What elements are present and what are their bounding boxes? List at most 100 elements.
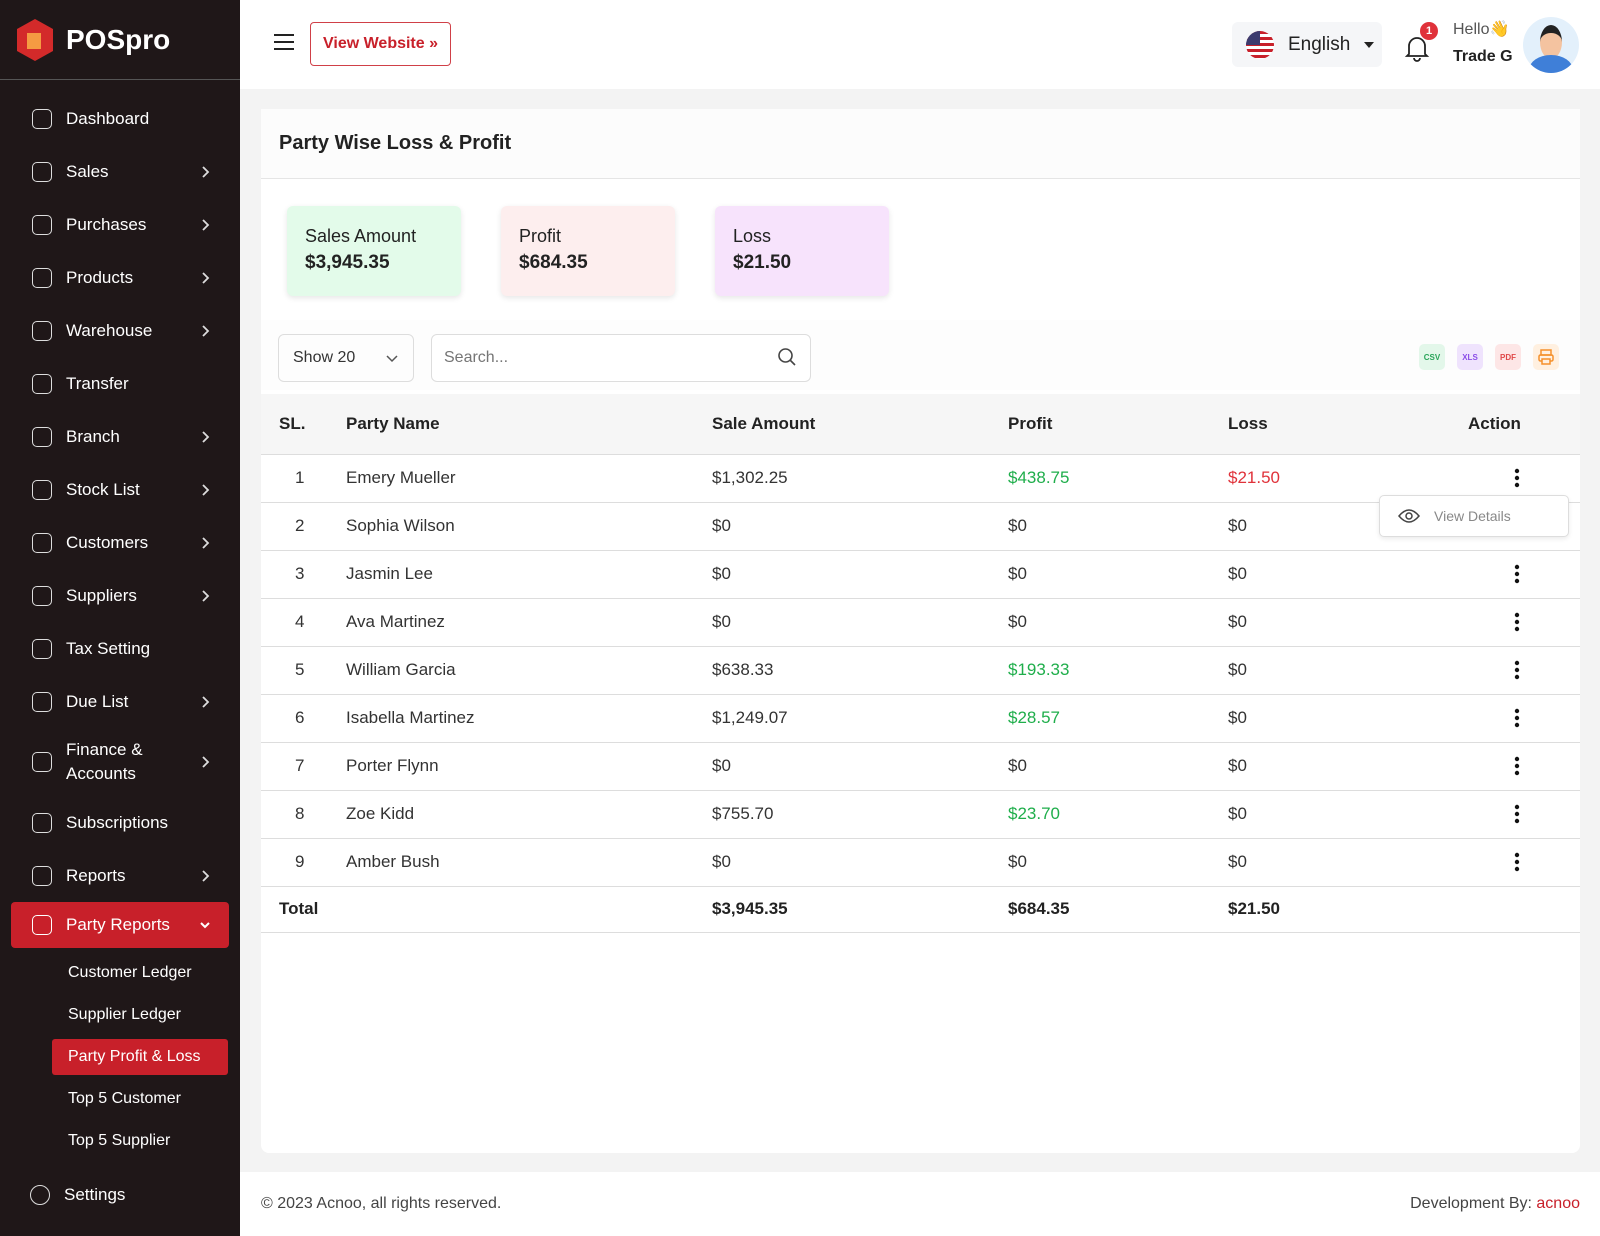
profit: $0	[1008, 838, 1228, 887]
language-select[interactable]: English	[1232, 22, 1382, 67]
profit: $193.33	[1008, 646, 1228, 695]
total-label: Total	[261, 886, 346, 933]
pdf-export-icon[interactable]: PDF	[1495, 344, 1521, 370]
sidebar-item-label: Suppliers	[66, 585, 137, 605]
submenu-customer-ledger[interactable]: Customer Ledger	[68, 964, 192, 981]
sidebar-item-subscriptions[interactable]: Subscriptions	[0, 796, 240, 849]
sale-amount: $1,249.07	[712, 694, 1008, 743]
sidebar-item-reports[interactable]: Reports	[0, 849, 240, 902]
chevron-right-icon	[202, 483, 210, 496]
sidebar-item-label: Products	[66, 267, 134, 287]
more-options-icon[interactable]	[1514, 708, 1520, 728]
table-row: 5 William Garcia $638.33 $193.33 $0	[261, 646, 1580, 695]
submenu-supplier-ledger[interactable]: Supplier Ledger	[68, 1006, 181, 1023]
more-options-icon[interactable]	[1514, 468, 1520, 488]
sidebar-item-warehouse[interactable]: Warehouse	[0, 304, 240, 357]
chevron-right-icon	[202, 430, 210, 443]
sidebar-item-suppliers[interactable]: Suppliers	[0, 569, 240, 622]
party-name: Zoe Kidd	[346, 790, 712, 839]
sidebar-item-finance-accounts[interactable]: Finance & Accounts	[0, 728, 240, 796]
loss: $0	[1228, 838, 1468, 887]
caret-down-icon	[1364, 41, 1375, 48]
row-sl: 9	[261, 838, 346, 887]
column-header-party-name: Party Name	[346, 394, 712, 455]
excel-export-icon[interactable]: XLS	[1457, 344, 1483, 370]
party-name: Amber Bush	[346, 838, 712, 887]
sidebar-item-transfer[interactable]: Transfer	[0, 357, 240, 410]
submenu-party-profit-loss[interactable]: Party Profit & Loss	[52, 1039, 228, 1075]
chevron-right-icon	[202, 869, 210, 882]
action-cell	[1468, 598, 1580, 647]
chevron-right-icon	[202, 589, 210, 602]
table-row: 7 Porter Flynn $0 $0 $0	[261, 742, 1580, 791]
total-sale: $3,945.35	[712, 886, 1008, 933]
show-entries-select[interactable]: Show 20	[278, 334, 414, 382]
sidebar-item-purchases[interactable]: Purchases	[0, 198, 240, 251]
profit: $23.70	[1008, 790, 1228, 839]
subscriptions-icon	[32, 812, 52, 833]
sidebar-item-party-reports[interactable]: Party Reports	[11, 902, 229, 948]
tax-setting-icon	[32, 638, 52, 659]
action-cell	[1468, 550, 1580, 599]
party-name: Porter Flynn	[346, 742, 712, 791]
more-options-icon[interactable]	[1514, 804, 1520, 824]
loss: $0	[1228, 742, 1468, 791]
total-profit: $684.35	[1008, 886, 1228, 933]
sidebar-item-branch[interactable]: Branch	[0, 410, 240, 463]
search-input[interactable]	[431, 334, 811, 382]
action-cell	[1468, 838, 1580, 887]
action-cell	[1468, 454, 1580, 503]
developer-link[interactable]: acnoo	[1536, 1195, 1580, 1212]
sidebar-item-customers[interactable]: Customers	[0, 516, 240, 569]
column-header-sl: SL.	[261, 394, 346, 455]
row-sl: 4	[261, 598, 346, 647]
csv-export-icon[interactable]: CSV	[1419, 344, 1445, 370]
stat-value: $3,945.35	[305, 252, 390, 273]
sale-amount: $638.33	[712, 646, 1008, 695]
column-header-sale-amount: Sale Amount	[712, 394, 1008, 455]
more-options-icon[interactable]	[1514, 564, 1520, 584]
avatar[interactable]	[1523, 17, 1579, 73]
loss: $21.50	[1228, 454, 1468, 503]
more-options-icon[interactable]	[1514, 756, 1520, 776]
profit: $0	[1008, 742, 1228, 791]
chevron-down-icon	[386, 355, 398, 363]
chevron-right-icon	[202, 695, 210, 708]
sidebar-item-due-list[interactable]: Due List	[0, 675, 240, 728]
sidebar-item-sales[interactable]: Sales	[0, 145, 240, 198]
print-icon[interactable]	[1533, 344, 1559, 370]
gear-icon	[30, 1184, 50, 1205]
sale-amount: $0	[712, 502, 1008, 551]
view-details-menu-item[interactable]: View Details	[1379, 495, 1569, 537]
view-website-button[interactable]: View Website »	[310, 22, 451, 66]
more-options-icon[interactable]	[1514, 612, 1520, 632]
notification-badge: 1	[1420, 22, 1438, 40]
table-row: 3 Jasmin Lee $0 $0 $0	[261, 550, 1580, 599]
footer: © 2023 Acnoo, all rights reserved. Devel…	[240, 1172, 1600, 1236]
column-header-loss: Loss	[1228, 394, 1468, 455]
sidebar-item-stock-list[interactable]: Stock List	[0, 463, 240, 516]
sidebar-item-settings[interactable]: Settings	[0, 1168, 240, 1221]
submenu-top-5-customer[interactable]: Top 5 Customer	[68, 1090, 181, 1107]
profit: $0	[1008, 550, 1228, 599]
party-name: William Garcia	[346, 646, 712, 695]
sidebar-item-label: Stock List	[66, 479, 140, 499]
hamburger-menu-icon[interactable]	[274, 34, 294, 50]
sidebar-item-dashboard[interactable]: Dashboard	[0, 92, 240, 145]
table-row: 9 Amber Bush $0 $0 $0	[261, 838, 1580, 887]
search-icon	[778, 348, 796, 366]
user-name: Trade G	[1453, 48, 1513, 65]
sales-icon	[32, 161, 52, 182]
more-options-icon[interactable]	[1514, 660, 1520, 680]
stock-list-icon	[32, 479, 52, 500]
sidebar-item-products[interactable]: Products	[0, 251, 240, 304]
sidebar-item-label: Tax Setting	[66, 638, 151, 658]
finance-accounts-icon	[32, 752, 52, 772]
more-options-icon[interactable]	[1514, 852, 1520, 872]
sidebar-item-tax-setting[interactable]: Tax Setting	[0, 622, 240, 675]
greeting: Hello👋	[1453, 21, 1510, 38]
submenu-top-5-supplier[interactable]: Top 5 Supplier	[68, 1132, 171, 1149]
logo[interactable]: POSpro	[0, 0, 240, 80]
row-sl: 3	[261, 550, 346, 599]
bell-icon[interactable]	[1404, 34, 1430, 62]
